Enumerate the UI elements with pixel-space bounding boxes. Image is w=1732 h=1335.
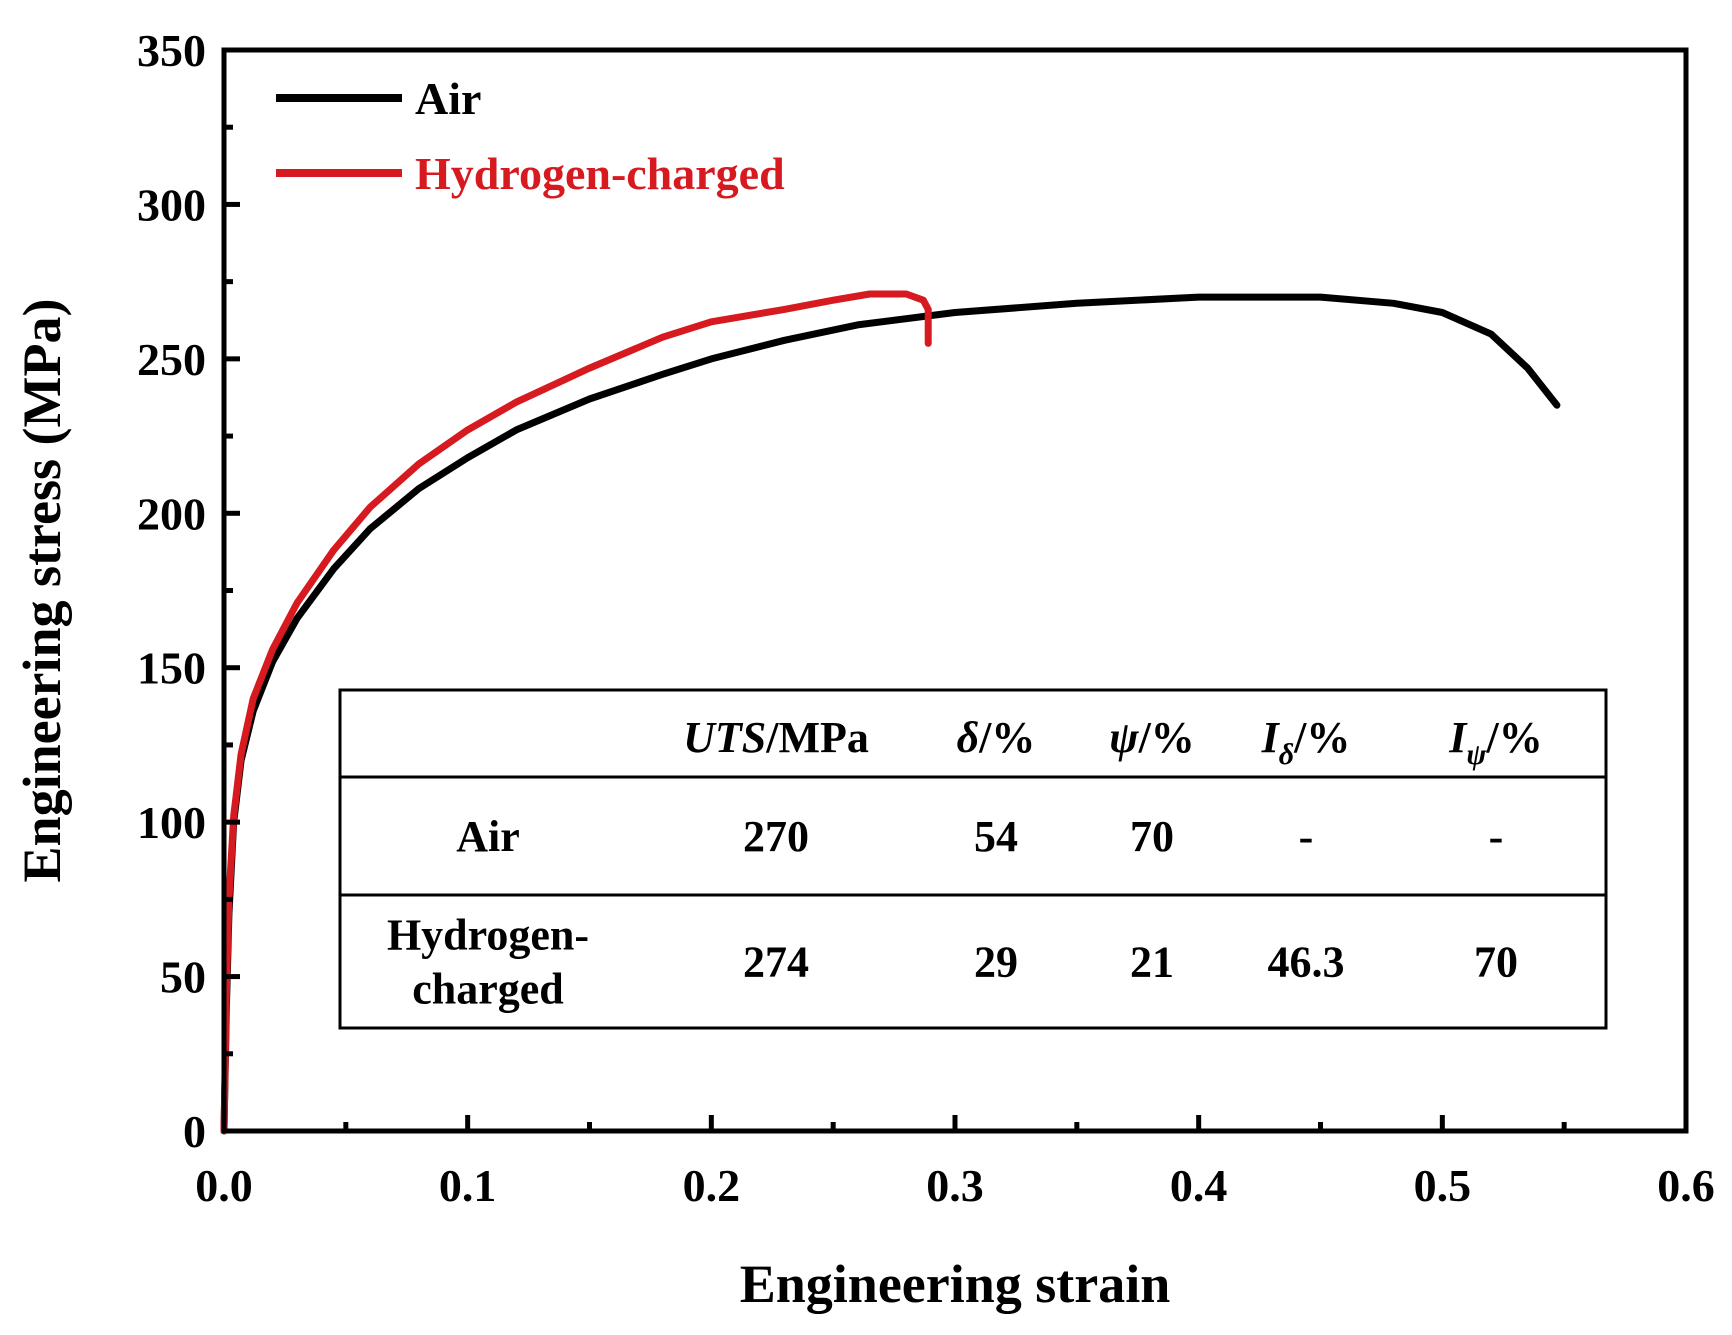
series-layer — [220, 290, 1561, 1135]
x-axis-title: Engineering strain — [740, 1254, 1171, 1314]
table-cell: 70 — [1474, 938, 1518, 987]
series-line-hydrogen-charged — [220, 290, 932, 1135]
table-cell: 274 — [743, 938, 809, 987]
y-tick-label: 150 — [137, 643, 206, 694]
table-header-i-delta: Iδ/% — [1261, 713, 1351, 771]
table-row-label: Air — [456, 812, 520, 861]
legend-label-hydrogen-charged: Hydrogen-charged — [415, 148, 785, 199]
y-tick-label: 350 — [137, 25, 206, 76]
y-tick-label: 50 — [160, 952, 206, 1003]
x-tick-label: 0.5 — [1414, 1160, 1472, 1211]
y-tick-label: 300 — [137, 179, 206, 230]
x-tick-label: 0.4 — [1170, 1160, 1228, 1211]
table-cell: 46.3 — [1268, 938, 1345, 987]
x-tick-label: 0.3 — [926, 1160, 984, 1211]
table-header-i-psi: Iψ/% — [1448, 713, 1542, 771]
table-header-delta: δ/% — [957, 713, 1036, 762]
table-cell: 270 — [743, 812, 809, 861]
table-cell: 21 — [1130, 938, 1174, 987]
y-tick-label: 250 — [137, 334, 206, 385]
table-row-label: Hydrogen- — [387, 911, 589, 960]
y-tick-label: 200 — [137, 488, 206, 539]
inset-table-frame — [338, 688, 1608, 1030]
table-header-uts: UTS/MPa — [683, 713, 869, 762]
table-cell: 29 — [974, 938, 1018, 987]
legend: Air Hydrogen-charged — [276, 73, 785, 199]
axes: 0.0 0.1 0.2 0.3 0.4 0.5 0.6 0 50 100 150 200 250 300 3… — [12, 25, 1715, 1314]
x-tick-label: 0.1 — [439, 1160, 497, 1211]
x-tick-label: 0.2 — [683, 1160, 741, 1211]
x-tick-label: 0.0 — [195, 1160, 253, 1211]
table-cell: - — [1489, 812, 1504, 861]
table-header-psi: ψ/% — [1109, 713, 1195, 762]
x-tick-label: 0.6 — [1657, 1160, 1715, 1211]
table-cell: 54 — [974, 812, 1018, 861]
table-cell: 70 — [1130, 812, 1174, 861]
inset-table: UTS/MPa δ/% ψ/% Iδ/% Iψ/% Air 270 54 70 - - Hydroge… — [338, 688, 1608, 1030]
legend-label-air: Air — [415, 73, 481, 124]
table-row-label: charged — [412, 965, 564, 1014]
y-tick-label: 0 — [183, 1106, 206, 1157]
y-axis-title: Engineering stress (MPa) — [12, 299, 72, 883]
table-cell: - — [1299, 812, 1314, 861]
y-tick-label: 100 — [137, 797, 206, 848]
